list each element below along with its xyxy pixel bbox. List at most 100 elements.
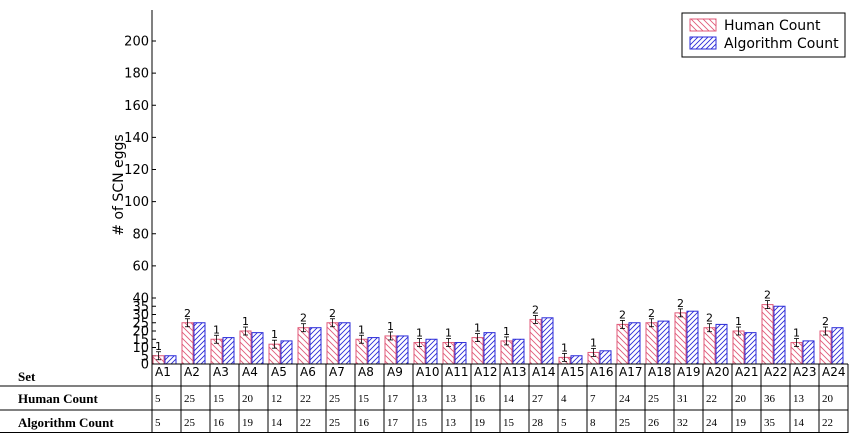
table-set-cell: A1 [155,365,171,379]
y-tick-label: 200 [124,35,149,50]
algorithm-count-bar [396,335,409,365]
table-value-cell: 15 [416,417,428,429]
algorithm-count-bar [657,320,670,365]
y-tick-label: 120 [124,163,149,178]
table-value-cell: 16 [474,393,486,405]
table-value-cell: 25 [329,417,341,429]
error-label: 2 [648,307,655,320]
legend: Human Count Algorithm Count [681,12,846,58]
y-tick-label: 15 [132,333,149,348]
legend-swatch [689,18,717,32]
error-label: 1 [561,341,568,354]
table-value-cell: 13 [793,393,805,405]
table-value-cell: 8 [590,417,596,429]
algorithm-count-bar [251,332,264,365]
y-tick-label: 0 [141,358,149,373]
y-tick-label: 60 [132,259,149,274]
error-label: 1 [387,320,394,333]
table-value-cell: 5 [561,417,567,429]
table-set-cell: A15 [561,365,584,379]
human-count-bar [674,312,687,365]
table-value-cell: 4 [561,393,567,405]
table-value-cell: 14 [271,417,283,429]
error-label: 1 [213,323,220,336]
algorithm-count-bar [831,327,844,365]
human-count-bar [703,327,716,365]
table-value-cell: 20 [242,393,254,405]
y-tick-label: 10 [132,341,149,356]
y-tick-label: 30 [132,308,149,323]
table-value-cell: 31 [677,393,688,405]
table-set-cell: A10 [416,365,439,379]
error-label: 2 [822,315,829,328]
table-value-cell: 26 [648,417,660,429]
table-set-cell: A13 [503,365,526,379]
error-label: 2 [764,289,771,302]
table-value-cell: 27 [532,393,544,405]
table-value-cell: 25 [184,417,196,429]
y-tick-label: 5 [141,349,149,364]
error-label: 1 [271,328,278,341]
y-tick-label: 180 [124,67,149,82]
human-count-bar [239,330,252,365]
y-tick-label: 80 [132,227,149,242]
table-header-set: Set [18,369,36,384]
table-value-cell: 5 [155,393,161,405]
table-value-cell: 24 [706,417,718,429]
table-value-cell: 13 [445,393,457,405]
table-set-cell: A23 [793,365,816,379]
table-set-cell: A22 [764,365,787,379]
table-value-cell: 14 [793,417,805,429]
table-set-cell: A9 [387,365,403,379]
table-set-cell: A17 [619,365,642,379]
table-value-cell: 14 [503,393,515,405]
error-label: 1 [735,315,742,328]
table-set-cell: A7 [329,365,345,379]
error-label: 2 [329,307,336,320]
algorithm-count-bar [512,338,525,365]
human-count-bar [297,327,310,365]
algorithm-count-bar [686,310,699,365]
algorithm-count-bar [628,322,641,365]
human-count-bar [645,322,658,365]
table-set-cell: A20 [706,365,729,379]
algorithm-count-bar [425,338,438,365]
y-axis-label: # of SCN eggs [111,134,127,235]
table-value-cell: 5 [155,417,161,429]
plot-frame [151,10,848,365]
table-set-cell: A6 [300,365,316,379]
table-value-cell: 19 [474,417,486,429]
table-value-cell: 35 [764,417,776,429]
human-count-bar [819,330,832,365]
human-count-bar [732,330,745,365]
table-value-cell: 22 [300,417,311,429]
table-row-label: Algorithm Count [18,415,114,430]
table-value-cell: 25 [619,417,631,429]
algorithm-count-bar [541,317,554,365]
algorithm-count-bar [338,322,351,365]
table-value-cell: 32 [677,417,688,429]
error-label: 1 [416,327,423,340]
error-label: 2 [532,303,539,316]
y-tick-label: 100 [124,195,149,210]
error-label: 1 [445,327,452,340]
table-set-cell: A16 [590,365,613,379]
table-value-cell: 20 [735,393,747,405]
error-label: 1 [590,336,597,349]
table-value-cell: 24 [619,393,631,405]
algorithm-count-bar [193,322,206,365]
table-value-cell: 12 [271,393,282,405]
table-value-cell: 19 [242,417,254,429]
human-count-bar [529,318,542,365]
algorithm-count-bar [715,323,728,365]
human-count-bar [181,322,194,365]
algorithm-count-bar [483,332,496,365]
table-value-cell: 7 [590,393,596,405]
human-count-bar [616,323,629,365]
error-label: 1 [793,327,800,340]
table-value-cell: 22 [706,393,717,405]
human-count-bar [761,304,774,365]
table-set-cell: A4 [242,365,258,379]
